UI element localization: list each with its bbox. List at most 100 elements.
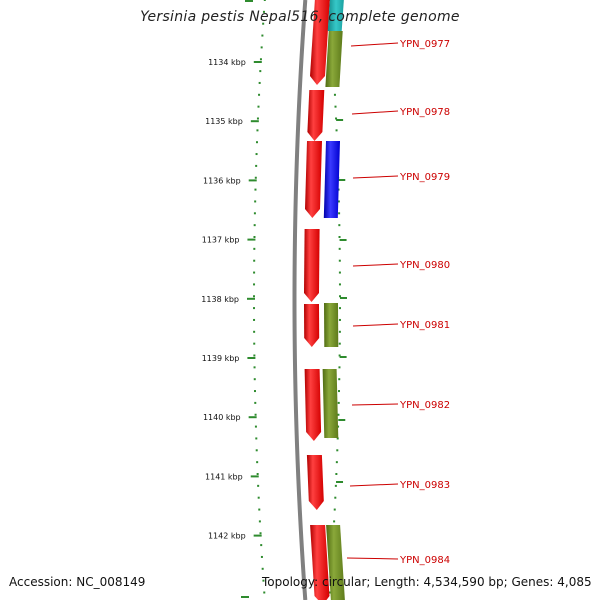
ruler-dot (257, 484, 260, 487)
reverse-gene-arrow (323, 141, 340, 218)
outer-ruler-dot (337, 401, 340, 404)
ruler-dot (253, 307, 256, 310)
ruler-dot (262, 579, 265, 582)
ruler-dot (253, 224, 256, 227)
ruler-dot (253, 247, 256, 250)
ruler-dot (253, 236, 256, 238)
ruler-dot (261, 34, 264, 37)
ruler-dot (257, 105, 260, 108)
gene-label-ypn-0984: YPN_0984 (399, 555, 450, 566)
gene-label-layer: YPN_0977 YPN_0978 YPN_0979 YPN_0980 YPN_0981… (346, 39, 450, 566)
ruler-dot (254, 425, 257, 428)
ruler-dot (253, 366, 256, 369)
forward-gene-arrow (306, 455, 324, 510)
ruler-dot (253, 212, 256, 215)
forward-gene-arrow (310, 525, 330, 600)
gene-label-line (351, 110, 399, 115)
outer-ruler-dot (338, 295, 341, 298)
ruler-tick (253, 534, 262, 537)
ruler-dot (256, 473, 259, 475)
ruler-dot (258, 93, 261, 96)
outer-ruler-tick (339, 297, 347, 299)
outer-ruler-dot (334, 105, 337, 108)
ruler-dot (255, 449, 258, 452)
outer-ruler-dot (333, 520, 336, 523)
outer-ruler-dot (335, 117, 338, 120)
gene-label-ypn-0980: YPN_0980 (399, 260, 450, 271)
ruler-dot (254, 413, 257, 416)
outer-ruler-dot (338, 224, 341, 227)
gene-label-line (352, 323, 399, 327)
outer-ruler-dot (338, 283, 341, 286)
ruler-dot (263, 591, 266, 594)
gene-label-line (346, 557, 399, 560)
outer-ruler-dot (336, 449, 339, 452)
reverse-gene-arrow (324, 303, 339, 347)
ruler-dot (255, 164, 258, 167)
outer-ruler-dot (338, 390, 341, 393)
backbone-layer (292, 0, 308, 600)
genome-title: Yersinia pestis Nepal516, complete genom… (140, 9, 460, 25)
ruler-dot (253, 378, 256, 381)
ruler-label-1142: 1142 kbp (208, 532, 246, 541)
outer-ruler-dot (338, 259, 341, 262)
ruler-label-1138: 1138 kbp (201, 295, 239, 304)
ruler-dot (262, 22, 265, 25)
reverse-gene-arrow (322, 369, 339, 438)
outer-ruler-dot (338, 354, 341, 357)
forward-gene-arrow (307, 90, 325, 141)
outer-ruler-tick (336, 481, 344, 483)
ruler-dot (258, 508, 261, 511)
ruler-dot (260, 544, 263, 547)
ruler-label-1134: 1134 kbp (208, 58, 246, 67)
ruler-dot (256, 129, 259, 132)
ruler-tick (247, 357, 256, 359)
ruler-tick (247, 238, 256, 241)
ruler-tick (248, 179, 257, 182)
ruler-label-1140: 1140 kbp (203, 413, 241, 422)
outer-ruler-dot (337, 200, 340, 203)
ruler-tick (241, 596, 249, 598)
ruler-dot (253, 390, 256, 393)
outer-ruler-dot (338, 307, 341, 310)
ruler-dot (257, 496, 260, 499)
outer-ruler-dot (338, 318, 341, 321)
outer-ruler-dot (335, 473, 338, 475)
outer-ruler-tick (338, 179, 346, 181)
outer-ruler-dot (328, 591, 331, 594)
ruler-layer: 1134 kbp 1135 kbp 1136 kbp 1137 kbp 1138 kbp… (201, 0, 347, 598)
ruler-dot (262, 10, 265, 13)
ruler-dot (253, 271, 256, 274)
accession-text: Accession: NC_008149 (9, 575, 146, 589)
outer-ruler-tick (336, 119, 344, 121)
outer-ruler-dot (335, 129, 338, 132)
ruler-dot (255, 437, 258, 440)
outer-ruler-tick (338, 419, 346, 421)
forward-gene-arrow (304, 304, 320, 347)
ruler-tick (245, 0, 253, 2)
reverse-gene-arrow (327, 0, 344, 31)
gene-label-line (350, 42, 399, 47)
outer-ruler-dot (338, 236, 341, 238)
outer-ruler-dot (338, 366, 341, 369)
ruler-dot (254, 176, 257, 179)
ruler-dot (258, 81, 261, 84)
gene-layer (304, 0, 345, 600)
outer-ruler-dot (338, 212, 341, 215)
ruler-dot (253, 295, 256, 298)
gene-label-ypn-0977: YPN_0977 (399, 39, 450, 50)
gene-label-ypn-0979: YPN_0979 (399, 172, 450, 183)
forward-gene-arrow (310, 0, 330, 85)
ruler-dot (259, 70, 262, 73)
ruler-label-1139: 1139 kbp (202, 354, 240, 363)
outer-ruler-dot (338, 330, 341, 333)
outer-ruler-tick (339, 356, 347, 358)
genome-backbone (292, 0, 308, 600)
outer-ruler-dot (333, 508, 336, 511)
ruler-dot (259, 532, 262, 535)
ruler-dot (260, 555, 263, 558)
ruler-dot (255, 153, 258, 156)
outer-ruler-dot (333, 93, 336, 96)
gene-label-ypn-0978: YPN_0978 (399, 107, 450, 118)
